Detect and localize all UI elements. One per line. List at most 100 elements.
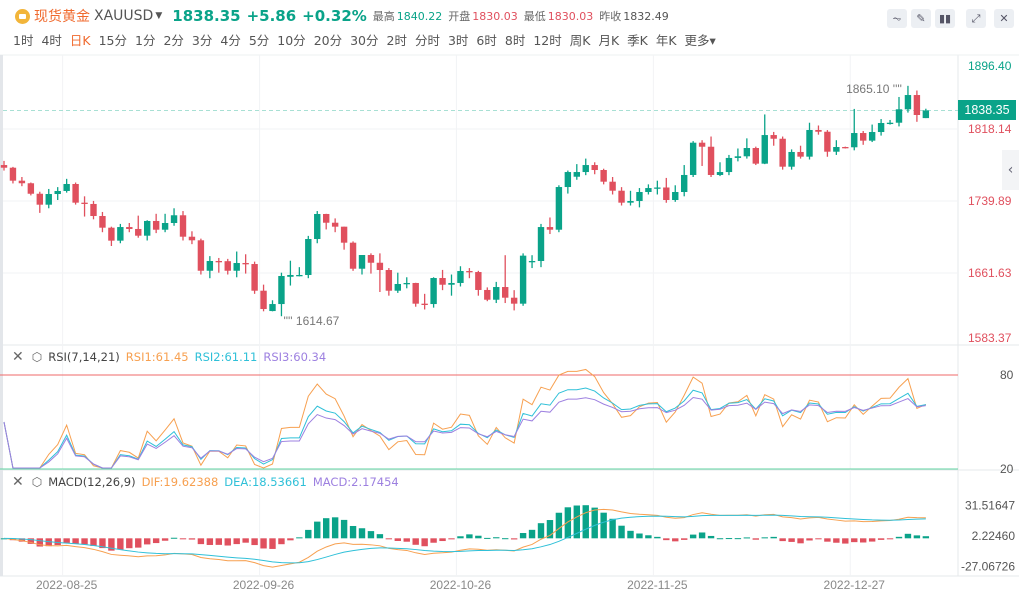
macd-bar [412, 538, 419, 545]
candle [349, 241, 357, 271]
macd-bar [779, 538, 786, 542]
macd-bar [439, 538, 446, 542]
candle-body [725, 157, 733, 173]
macd-bar [161, 538, 169, 541]
timeframe-21[interactable]: 年K [655, 33, 677, 48]
symbol-dropdown-icon[interactable]: ▼ [155, 11, 163, 21]
price-axis-label: 1896.40 [968, 59, 1012, 73]
macd-bar [215, 538, 222, 545]
timeframe-8[interactable]: 5分 [248, 33, 270, 48]
left-edge [0, 55, 3, 576]
candle [510, 290, 518, 311]
candle-body [788, 151, 795, 167]
candle-body [81, 202, 88, 204]
instrument-title[interactable]: 现货黄金 [34, 9, 90, 25]
timeframe-1[interactable]: 4时 [41, 33, 62, 48]
candle-type-icon[interactable]: ▮▮ [935, 9, 955, 28]
candle-body [90, 203, 97, 217]
macd-bar [466, 534, 473, 539]
candle [555, 185, 563, 233]
rsi-name: RSI(7,14,21) [48, 350, 120, 364]
candle-body [448, 282, 455, 285]
close-icon[interactable]: ✕ [994, 9, 1014, 28]
macd-bar [72, 538, 79, 544]
remove-indicator-icon[interactable]: ✕ [12, 349, 24, 365]
macd-bar [582, 505, 589, 539]
macd-bar [63, 538, 70, 543]
timeframe-4[interactable]: 1分 [135, 33, 156, 48]
timeframe-14[interactable]: 3时 [447, 33, 469, 48]
timeframe-3[interactable]: 15分 [98, 33, 128, 48]
macd-bar [90, 538, 97, 546]
candle [45, 188, 52, 209]
timeframe-19[interactable]: 月K [598, 33, 620, 48]
timeframe-13[interactable]: 分时 [414, 33, 440, 48]
draw-icon[interactable]: ✎ [911, 9, 931, 28]
timeframe-17[interactable]: 12时 [533, 33, 562, 48]
indicator-icon[interactable]: ⏦ [887, 9, 907, 28]
timeframe-2[interactable]: 日K [69, 33, 91, 48]
candle-body [672, 191, 679, 200]
candle-body [681, 174, 688, 192]
candle-body [770, 135, 777, 139]
candle [179, 211, 187, 241]
candle-body [609, 181, 616, 191]
candle [770, 131, 777, 146]
macd-axis-label: -27.06726 [961, 560, 1015, 574]
instrument-symbol[interactable]: XAUUSD [94, 8, 154, 24]
fullscreen-icon[interactable]: ⤢ [966, 9, 986, 28]
candle [323, 213, 330, 230]
timeframe-12[interactable]: 2时 [386, 33, 407, 48]
remove-indicator-icon[interactable]: ✕ [12, 474, 24, 490]
candle [842, 146, 849, 149]
timeframe-10[interactable]: 20分 [313, 33, 343, 48]
settings-gear-icon[interactable]: ⬡ [31, 475, 43, 489]
collapse-panel-icon[interactable]: ‹ [1002, 150, 1019, 190]
macd-bar [806, 538, 813, 541]
macd-bar [233, 538, 240, 545]
rsi-legend: ✕ ⬡ RSI(7,14,21) RSI1:61.45 RSI2:61.11 R… [12, 349, 326, 365]
candle [779, 136, 786, 170]
timeframe-6[interactable]: 3分 [191, 33, 213, 48]
timeframe-7[interactable]: 4分 [220, 33, 241, 48]
macd-bar [278, 538, 285, 545]
candle [358, 255, 366, 275]
macd-bar [734, 538, 742, 540]
timeframe-22[interactable]: 更多▾ [684, 33, 716, 48]
timeframe-16[interactable]: 8时 [504, 33, 526, 48]
candle-body [27, 183, 35, 194]
candle-body [779, 138, 786, 167]
macd-bar [555, 512, 563, 539]
timeframe-0[interactable]: 1时 [13, 33, 34, 48]
macd-bar [251, 538, 258, 546]
candle [519, 253, 527, 306]
timeframe-5[interactable]: 2分 [163, 33, 184, 48]
macd-bar [179, 538, 187, 540]
candle [233, 251, 240, 278]
macd-bar [269, 538, 276, 549]
candle-body [743, 148, 751, 157]
candle [152, 213, 160, 234]
low-label: 最低 [523, 10, 546, 23]
candle-body [618, 190, 625, 203]
timeframe-9[interactable]: 10分 [277, 33, 306, 48]
timeframe-11[interactable]: 30分 [350, 33, 379, 48]
timeframe-18[interactable]: 周K [569, 33, 591, 48]
macd-bar [152, 538, 160, 544]
settings-gear-icon[interactable]: ⬡ [31, 350, 43, 364]
candle-body [842, 147, 849, 149]
macd-bar [126, 538, 133, 549]
candle [600, 168, 607, 185]
timeframe-20[interactable]: 季K [627, 33, 648, 48]
price-change: +5.86 [246, 7, 297, 25]
candle-body [296, 274, 303, 277]
candle-body [9, 167, 17, 181]
candle [412, 282, 419, 307]
timeframe-15[interactable]: 6时 [476, 33, 497, 48]
candle-body [707, 146, 715, 175]
candle [340, 226, 348, 250]
candle [161, 213, 169, 233]
candle [618, 187, 625, 206]
candle-body [806, 129, 813, 157]
